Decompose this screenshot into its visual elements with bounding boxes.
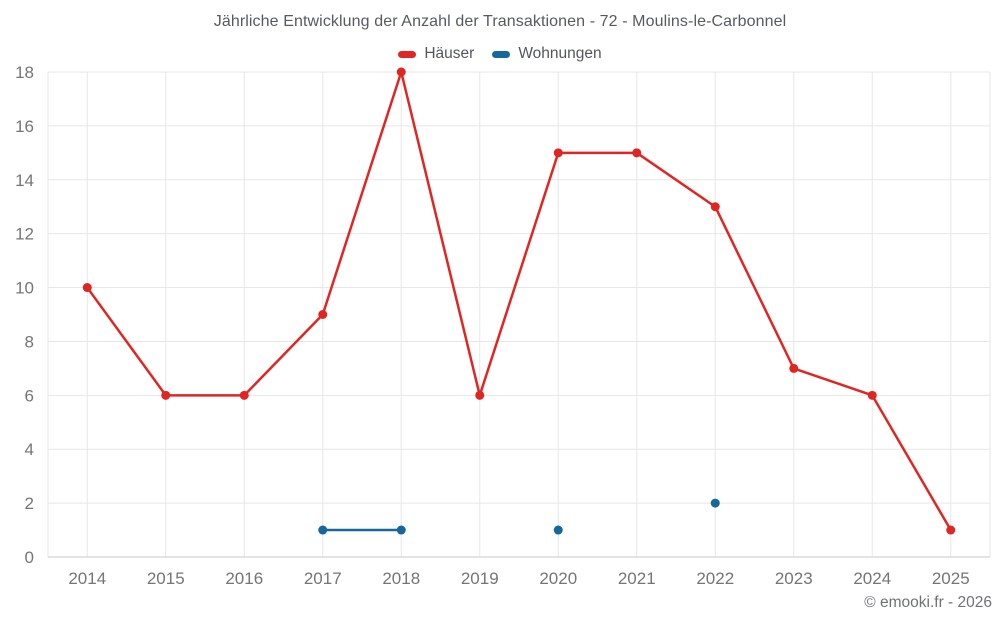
series-wohnungen [318,498,720,535]
data-point-hauser [161,390,171,400]
data-point-hauser [789,363,799,373]
y-tick-label: 12 [15,225,34,244]
x-tick-label: 2021 [618,569,656,588]
data-point-hauser [632,148,642,158]
legend-item-wohnungen[interactable]: Wohnungen [492,45,602,63]
gridlines [47,71,991,558]
x-tick-label: 2022 [696,569,734,588]
x-tick-label: 2020 [539,569,577,588]
x-tick-label: 2018 [382,569,420,588]
legend-label: Häuser [424,45,475,62]
legend-swatch-wohnungen [492,50,511,58]
data-point-hauser [239,390,249,400]
data-point-hauser [475,390,485,400]
y-tick-label: 18 [15,63,34,82]
series-hauser [82,67,956,535]
x-tick-label: 2014 [68,569,106,588]
x-tick-label: 2019 [461,569,499,588]
data-point-hauser [82,283,92,293]
data-point-hauser [710,202,720,212]
x-tick-label: 2016 [225,569,263,588]
x-tick-label: 2023 [775,569,813,588]
chart-legend: Häuser Wohnungen [0,45,1000,63]
legend-item-hauser[interactable]: Häuser [398,45,474,63]
copyright-credit: © emooki.fr - 2026 [864,594,992,611]
data-point-wohnungen [396,525,406,535]
y-tick-label: 10 [15,279,34,298]
x-tick-label: 2025 [932,569,970,588]
x-tick-label: 2024 [853,569,891,588]
chart-title: Jährliche Entwicklung der Anzahl der Tra… [213,13,787,30]
legend-label: Wohnungen [518,45,602,62]
y-tick-label: 6 [25,386,34,405]
data-point-wohnungen [710,498,720,508]
legend-swatch-hauser [398,50,417,58]
data-point-hauser [946,525,956,535]
y-tick-label: 4 [25,440,34,459]
axis-labels: 0 2 4 6 8 10 12 14 16 18 2014 2015 2016 2017 2018 2019 2… [15,63,970,588]
y-tick-label: 16 [15,117,34,136]
data-point-hauser [553,148,563,158]
series-line-hauser [86,70,952,532]
data-point-hauser [318,310,328,319]
data-point-hauser [867,390,877,400]
data-point-wohnungen [318,525,328,535]
y-tick-label: 0 [25,548,34,567]
y-tick-label: 14 [15,171,34,190]
y-tick-label: 2 [25,494,34,513]
x-tick-label: 2015 [147,569,185,588]
x-tick-label: 2017 [304,569,342,588]
data-point-wohnungen [553,525,563,535]
data-point-hauser [396,67,406,77]
y-tick-label: 8 [25,332,34,351]
